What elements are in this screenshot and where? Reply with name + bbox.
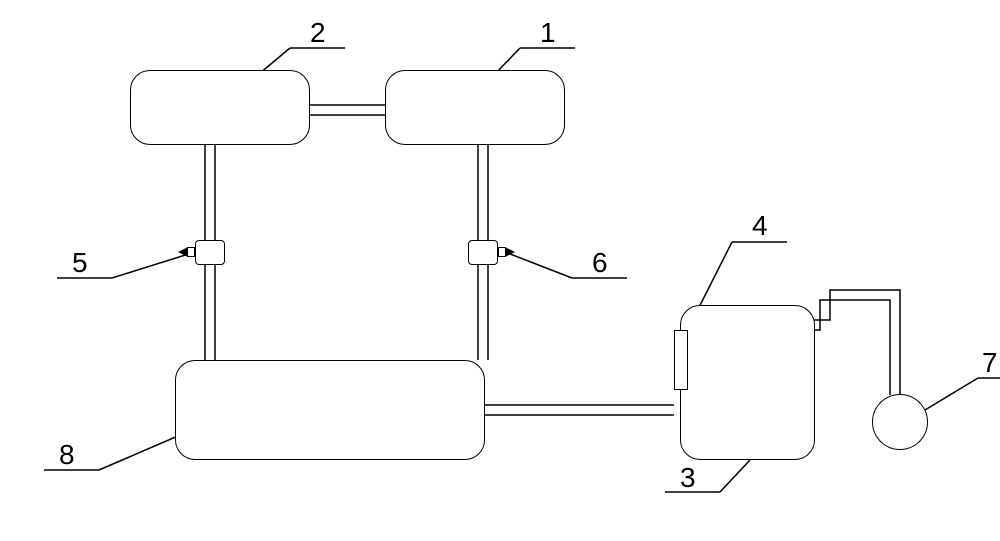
box-4: [674, 330, 688, 390]
label-7: 7: [982, 347, 998, 379]
label-8: 8: [59, 439, 75, 471]
valve-5-indicator: [187, 247, 195, 257]
label-4: 4: [752, 210, 768, 242]
label-6: 6: [592, 247, 608, 279]
label-3: 3: [680, 462, 696, 494]
box-1: [385, 70, 565, 145]
valve-6-indicator: [498, 247, 506, 257]
label-1: 1: [540, 17, 556, 49]
label-2: 2: [310, 17, 326, 49]
valve-6: [468, 240, 498, 265]
box-8: [175, 360, 485, 460]
box-3: [680, 305, 815, 460]
box-2: [130, 70, 310, 145]
label-5: 5: [72, 247, 88, 279]
valve-5: [195, 240, 225, 265]
circle-7: [872, 394, 928, 450]
